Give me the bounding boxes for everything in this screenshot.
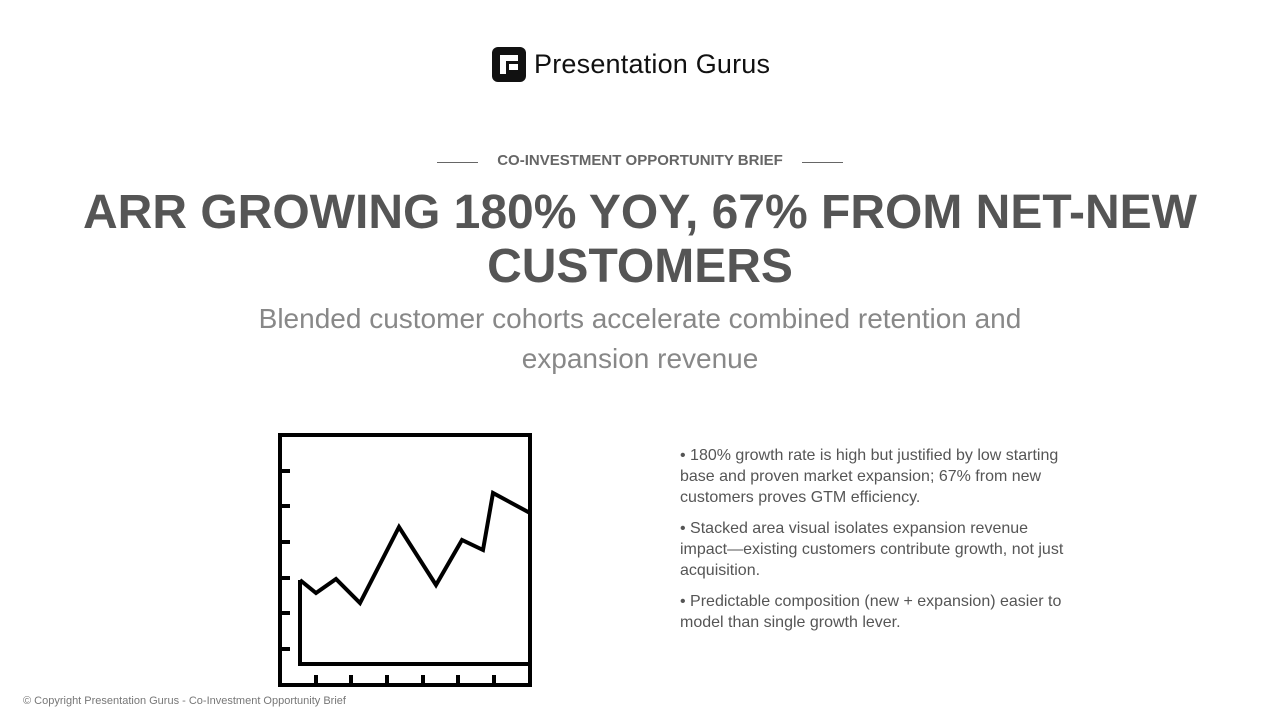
chart-icon <box>278 433 532 687</box>
eyebrow-rule <box>437 162 478 163</box>
bullet-list: • 180% growth rate is high but justified… <box>680 445 1075 643</box>
eyebrow: CO-INVESTMENT OPPORTUNITY BRIEF <box>497 152 783 169</box>
bullet: • Predictable composition (new + expansi… <box>680 593 1062 631</box>
slide-subtitle: Blended customer cohorts accelerate comb… <box>258 303 1022 374</box>
slide-title: ARR GROWING 180% YOY, 67% FROM NET-NEW C… <box>83 186 1197 293</box>
bullet: • Stacked area visual isolates expansion… <box>680 520 1064 579</box>
bullet: • 180% growth rate is high but justified… <box>680 447 1059 506</box>
logo-icon <box>492 47 526 82</box>
eyebrow-rule <box>802 162 843 163</box>
logo: Presentation Gurus <box>492 47 770 82</box>
brand-name: Presentation Gurus <box>534 49 771 79</box>
footer: © Copyright Presentation Gurus - Co-Inve… <box>23 695 346 707</box>
